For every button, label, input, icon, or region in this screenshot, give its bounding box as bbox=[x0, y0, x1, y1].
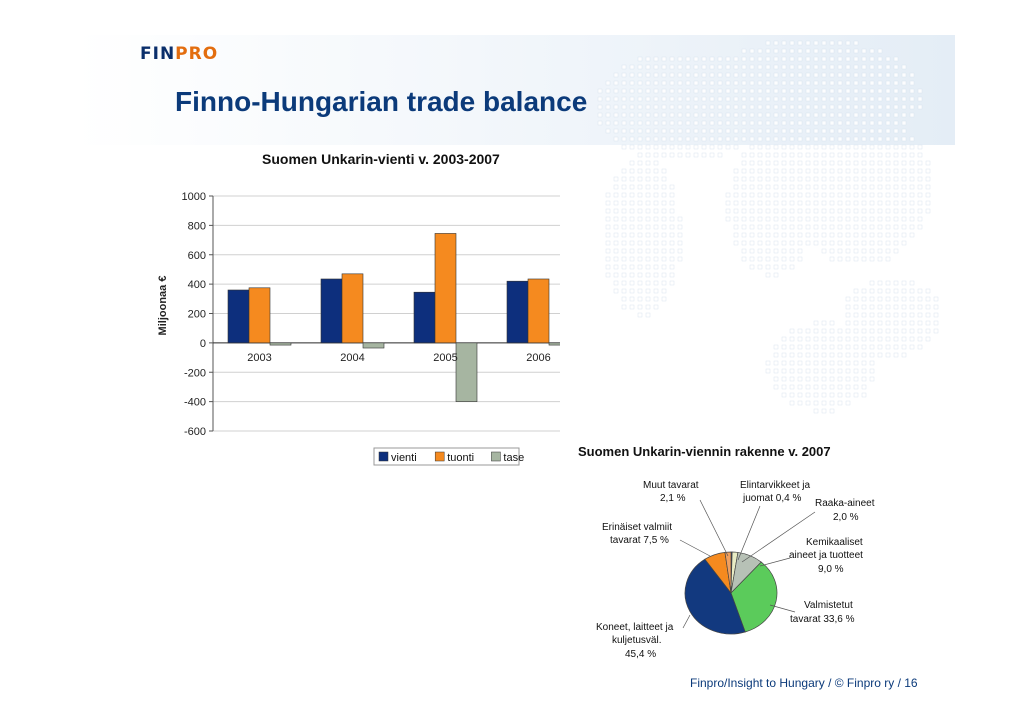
x-tick-label: 2004 bbox=[340, 352, 364, 364]
pie-leader-line bbox=[679, 539, 711, 557]
y-axis-label: Miljoonaa € bbox=[157, 276, 169, 336]
pie-leader-line bbox=[741, 511, 816, 563]
bar-tase-2006 bbox=[548, 342, 560, 346]
bar-tase-2004 bbox=[362, 342, 385, 349]
pie-label-3: Kemikaaliset aineet ja tuotteet 9,0 % bbox=[789, 537, 863, 575]
pie-chart: Suomen Unkarin-viennin rakenne v. 2007 El… bbox=[578, 444, 875, 660]
x-tick-label: 2003 bbox=[247, 352, 271, 364]
logo-fin: FIN bbox=[140, 44, 176, 64]
y-tick-label: 800 bbox=[188, 220, 206, 232]
pie-leader-line bbox=[682, 614, 691, 629]
pie-label-5: Koneet, laitteet ja kuljetusväl. 45,4 % bbox=[596, 622, 674, 660]
pie-leader-line bbox=[769, 604, 796, 613]
x-tick-label: 2006 bbox=[526, 352, 550, 364]
legend-swatch-vienti bbox=[378, 451, 389, 462]
pie-label-6: Erinäiset valmiit tavarat 7,5 % bbox=[602, 522, 672, 546]
y-tick-label: 600 bbox=[188, 250, 206, 262]
legend-label-vienti: vienti bbox=[391, 452, 417, 464]
footer-text: Finpro/Insight to Hungary / © Finpro ry … bbox=[690, 676, 918, 690]
world-map-background bbox=[597, 40, 939, 414]
bar-tuonti-2006 bbox=[527, 278, 550, 344]
y-tick-label: 400 bbox=[188, 279, 206, 291]
legend-swatch-tuonti bbox=[434, 451, 445, 462]
y-tick-label: -600 bbox=[184, 426, 206, 438]
y-tick-label: -400 bbox=[184, 397, 206, 409]
pie-leader-line bbox=[737, 505, 761, 561]
logo-pro: PRO bbox=[175, 44, 219, 64]
bar-tuonti-2005 bbox=[434, 233, 457, 344]
legend-label-tuonti: tuonti bbox=[447, 452, 474, 464]
pie-label-7: Muut tavarat 2,1 % bbox=[643, 480, 699, 504]
pie-leader-line bbox=[699, 499, 729, 557]
page-title: Finno-Hungarian trade balance bbox=[175, 86, 588, 117]
bar-tuonti-2003 bbox=[248, 287, 271, 344]
bar-tase-2003 bbox=[269, 342, 292, 346]
y-tick-label: 200 bbox=[188, 309, 206, 321]
pie-leader-line bbox=[759, 557, 791, 567]
pie-slice-4 bbox=[730, 561, 778, 633]
bar-vienti-2006 bbox=[506, 280, 529, 344]
legend-label-tase: tase bbox=[503, 452, 524, 464]
pie-slice-5 bbox=[684, 558, 746, 635]
legend-swatch-tase bbox=[491, 451, 501, 462]
pie-label-2: Raaka-aineet 2,0 % bbox=[815, 498, 875, 523]
bar-chart: Suomen Unkarin-vienti v. 2003-2007 1000 80… bbox=[157, 151, 560, 466]
pie-slice-7 bbox=[724, 551, 732, 594]
pie-chart-title: Suomen Unkarin-viennin rakenne v. 2007 bbox=[578, 444, 831, 459]
y-tick-label: -200 bbox=[184, 367, 206, 379]
bar-vienti-2005 bbox=[413, 291, 436, 344]
finpro-logo: FINPRO bbox=[140, 44, 218, 64]
pie-label-1: Elintarvikkeet ja juomat 0,4 % bbox=[740, 480, 810, 504]
bar-vienti-2003 bbox=[227, 289, 250, 344]
x-tick-label: 2005 bbox=[433, 352, 457, 364]
bar-tuonti-2004 bbox=[341, 273, 364, 344]
y-tick-label: 1000 bbox=[182, 191, 206, 203]
bar-chart-title: Suomen Unkarin-vienti v. 2003-2007 bbox=[262, 151, 500, 167]
pie-label-4: Valmistetut tavarat 33,6 % bbox=[790, 600, 855, 625]
y-tick-label: 0 bbox=[200, 338, 206, 350]
bar-tase-2005 bbox=[455, 342, 478, 402]
legend-box bbox=[373, 447, 520, 466]
bar-vienti-2004 bbox=[320, 278, 343, 344]
